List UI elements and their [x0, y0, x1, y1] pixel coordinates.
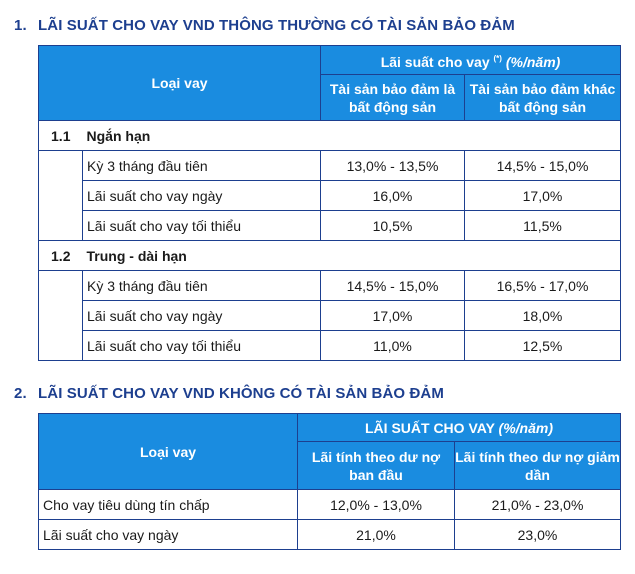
row-value-bds: 11,0% [320, 330, 465, 361]
row-label: Lãi suất cho vay tối thiểu [82, 330, 321, 361]
table-row: Lãi suất cho vay ngày 16,0% 17,0% [38, 180, 621, 211]
table-row: Lãi suất cho vay tối thiểu 11,0% 12,5% [38, 330, 621, 361]
row-value-khac: 17,0% [464, 180, 621, 211]
header-lai-suat-main: Lãi suất cho vay [380, 53, 490, 70]
section-2-title: 2. LÃI SUẤT CHO VAY VND KHÔNG CÓ TÀI SẢN … [14, 385, 444, 402]
row-label: Lãi suất cho vay tối thiểu [82, 210, 321, 241]
row-value-khac: 18,0% [464, 300, 621, 331]
header-lai-suat-main: LÃI SUẤT CHO VAY [365, 419, 495, 436]
group-index: 1.1 [38, 120, 83, 151]
table-row: Kỳ 3 tháng đầu tiên 13,0% - 13,5% 14,5% … [38, 150, 621, 181]
section-2-number: 2. [14, 385, 27, 402]
group-name: Trung - dài hạn [82, 240, 621, 271]
header-col-khac-bat-dong-san: Tài sản bảo đảm khác bất động sản [464, 74, 621, 121]
row-value-bds: 13,0% - 13,5% [320, 150, 465, 181]
row-label: Kỳ 3 tháng đầu tiên [82, 270, 321, 301]
row-value-bds: 17,0% [320, 300, 465, 331]
table-row: Lãi suất cho vay ngày 17,0% 18,0% [38, 300, 621, 331]
header-lai-suat-group: LÃI SUẤT CHO VAY (%/năm) [297, 413, 621, 442]
row-value-khac: 12,5% [464, 330, 621, 361]
row-value-bds: 10,5% [320, 210, 465, 241]
row-value-ban-dau: 12,0% - 13,0% [297, 489, 455, 520]
group-row-trung-dai-han: 1.2 Trung - dài hạn [38, 240, 621, 271]
row-label: Lãi suất cho vay ngày [38, 519, 298, 550]
row-value-ban-dau: 21,0% [297, 519, 455, 550]
row-label: Lãi suất cho vay ngày [82, 180, 321, 211]
table-row: Lãi suất cho vay tối thiểu 10,5% 11,5% [38, 210, 621, 241]
table-row: Lãi suất cho vay ngày 21,0% 23,0% [38, 519, 621, 550]
table-row: Cho vay tiêu dùng tín chấp 12,0% - 13,0%… [38, 489, 621, 520]
header-unit: (%/năm) [505, 53, 561, 70]
row-label: Kỳ 3 tháng đầu tiên [82, 150, 321, 181]
header-col-du-no-giam-dan: Lãi tính theo dư nợ giảm dần [454, 441, 621, 490]
header-unit: (%/năm) [498, 419, 553, 436]
header-lai-suat-group: Lãi suất cho vay (*) (%/năm) [320, 45, 621, 75]
group-index: 1.2 [38, 240, 83, 271]
section-1-heading: LÃI SUẤT CHO VAY VND THÔNG THƯỜNG CÓ TÀI… [38, 17, 515, 34]
row-value-khac: 11,5% [464, 210, 621, 241]
unsecured-loan-rate-table: Loại vay LÃI SUẤT CHO VAY (%/năm) Lãi tí… [38, 413, 621, 550]
secured-loan-rate-table: Loại vay Lãi suất cho vay (*) (%/năm) Tà… [38, 45, 621, 361]
row-value-bds: 16,0% [320, 180, 465, 211]
row-value-bds: 14,5% - 15,0% [320, 270, 465, 301]
section-1-number: 1. [14, 17, 27, 34]
header-loai-vay: Loại vay [38, 413, 298, 490]
section-1-title: 1. LÃI SUẤT CHO VAY VND THÔNG THƯỜNG CÓ T… [14, 17, 515, 34]
header-footnote-mark: (*) [493, 53, 502, 63]
row-value-khac: 14,5% - 15,0% [464, 150, 621, 181]
row-value-giam-dan: 21,0% - 23,0% [454, 489, 621, 520]
section-2-heading: LÃI SUẤT CHO VAY VND KHÔNG CÓ TÀI SẢN BẢ… [38, 385, 444, 402]
row-label: Cho vay tiêu dùng tín chấp [38, 489, 298, 520]
row-value-giam-dan: 23,0% [454, 519, 621, 550]
row-value-khac: 16,5% - 17,0% [464, 270, 621, 301]
header-col-bat-dong-san: Tài sản bảo đảm là bất động sản [320, 74, 465, 121]
row-label: Lãi suất cho vay ngày [82, 300, 321, 331]
group-name: Ngắn hạn [82, 120, 621, 151]
header-col-du-no-ban-dau: Lãi tính theo dư nợ ban đầu [297, 441, 455, 490]
header-loai-vay: Loại vay [38, 45, 321, 121]
group-row-ngan-han: 1.1 Ngắn hạn [38, 120, 621, 151]
table-row: Kỳ 3 tháng đầu tiên 14,5% - 15,0% 16,5% … [38, 270, 621, 301]
